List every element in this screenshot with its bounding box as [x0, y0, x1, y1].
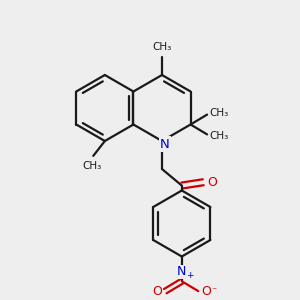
Text: O: O — [201, 285, 211, 298]
Text: O: O — [152, 285, 162, 298]
Text: +: + — [186, 271, 194, 280]
Text: O: O — [207, 176, 217, 189]
Text: ⁻: ⁻ — [212, 286, 217, 296]
Text: CH₃: CH₃ — [209, 108, 228, 118]
Text: CH₃: CH₃ — [152, 42, 172, 52]
Text: CH₃: CH₃ — [209, 131, 228, 141]
Text: N: N — [177, 265, 187, 278]
Text: CH₃: CH₃ — [83, 161, 102, 171]
Text: N: N — [160, 137, 170, 151]
